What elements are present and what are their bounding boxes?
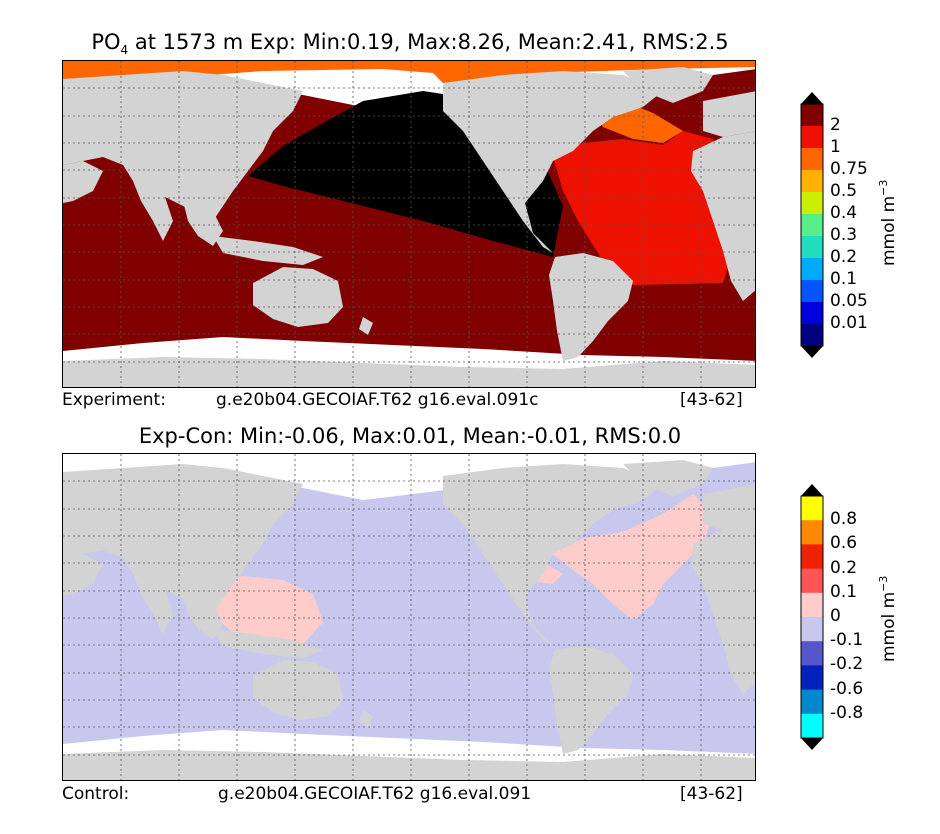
panel1-label-left: Experiment: — [62, 390, 166, 410]
land — [443, 464, 663, 646]
land — [691, 524, 755, 694]
colorbar-tick-label: -0.8 — [830, 702, 864, 723]
colorbar-swatch — [801, 568, 823, 594]
land — [63, 750, 755, 780]
panel2-colorbar — [800, 484, 830, 754]
colorbar-swatch — [801, 496, 823, 521]
land — [253, 660, 343, 720]
panel1-unit-label: mmol m−3 — [877, 179, 899, 267]
continents — [63, 460, 755, 780]
colorbar-tick-label: 0.1 — [830, 581, 858, 602]
difference-positive-area — [213, 576, 323, 650]
land — [133, 181, 173, 241]
colorbar-swatch — [801, 192, 823, 215]
land — [63, 464, 303, 614]
colorbar-swatch — [801, 302, 823, 325]
colorbar-tick-label: -0.6 — [830, 678, 864, 699]
colorbar-swatch — [801, 170, 823, 193]
experiment-arctic-water — [63, 61, 755, 83]
land — [253, 267, 343, 327]
land — [63, 357, 755, 387]
land — [443, 71, 663, 253]
difference-positive-area — [553, 494, 713, 620]
colorbar-swatch — [801, 665, 823, 691]
colorbar-tick-label: 0.75 — [830, 159, 868, 179]
land — [63, 71, 303, 221]
colorbar-swatch — [801, 520, 823, 545]
land — [691, 131, 755, 301]
difference-map-svg — [63, 454, 755, 780]
panel2-colorbar-svg — [800, 484, 824, 750]
land — [623, 460, 713, 496]
experiment-map-svg — [63, 61, 755, 387]
colorbar-swatch — [801, 713, 823, 739]
panel1-title: PO4 at 1573 m Exp: Min:0.19, Max:8.26, M… — [91, 30, 729, 58]
land — [703, 484, 755, 530]
panel2-title: Exp-Con: Min:-0.06, Max:0.01, Mean:-0.01… — [138, 424, 682, 448]
graticule — [63, 61, 755, 387]
land — [213, 236, 323, 265]
colorbar-tick-label: 0.8 — [830, 509, 858, 530]
land — [133, 574, 173, 634]
colorbar-tick-label: 0.05 — [830, 291, 868, 311]
colorbar-tick-label: -0.2 — [830, 654, 864, 675]
colorbar-over-triangle — [801, 92, 823, 104]
panel1-colorbar-svg — [800, 92, 824, 358]
colorbar-swatch — [801, 236, 823, 259]
colorbar-swatch — [801, 258, 823, 281]
colorbar-swatch — [801, 148, 823, 171]
panel2-label-left: Control: — [62, 784, 130, 804]
colorbar-swatch — [801, 214, 823, 237]
panel2-case-name: g.e20b04.GECOIAF.T62 g16.eval.091 — [218, 784, 532, 804]
panel2-unit-label: mmol m−3 — [877, 575, 899, 663]
colorbar-tick-label: 0.4 — [830, 203, 858, 223]
colorbar-tick-label: 0.1 — [830, 269, 858, 289]
colorbar-swatch — [801, 689, 823, 715]
land — [183, 201, 223, 246]
land — [213, 629, 323, 658]
land — [63, 161, 103, 203]
land — [359, 710, 373, 728]
colorbar-tick-label: 1 — [830, 137, 841, 157]
colorbar-swatch — [801, 280, 823, 303]
colorbar-swatch — [801, 641, 823, 666]
colorbar-swatch — [801, 324, 823, 347]
colorbar-tick-label: 0.2 — [830, 557, 858, 578]
colorbar-tick-label: 0.5 — [830, 181, 858, 201]
panel2-years: [43-62] — [680, 784, 743, 804]
panel1-years: [43-62] — [680, 390, 743, 410]
colorbar-tick-label: 0.2 — [830, 247, 858, 267]
land — [703, 91, 755, 137]
colorbar-tick-label: 0.01 — [830, 313, 868, 333]
land — [63, 554, 103, 596]
colorbar-tick-label: 2 — [830, 115, 841, 135]
colorbar-tick-label: -0.1 — [830, 630, 864, 651]
land — [359, 317, 373, 335]
colorbar-swatch — [801, 126, 823, 149]
colorbar-swatch — [801, 617, 823, 642]
land — [623, 67, 713, 103]
colorbar-swatch — [801, 592, 823, 618]
land — [183, 594, 223, 639]
panel1-case-name: g.e20b04.GECOIAF.T62 g16.eval.091c — [216, 390, 539, 410]
colorbar-under-triangle — [801, 346, 823, 358]
colorbar-swatch — [801, 544, 823, 570]
colorbar-tick-label: 0.3 — [830, 225, 858, 245]
difference-map — [62, 453, 756, 781]
colorbar-under-triangle — [801, 738, 823, 750]
panel1-colorbar — [800, 92, 830, 362]
colorbar-tick-label: 0.6 — [830, 533, 858, 554]
experiment-map — [62, 60, 756, 388]
graticule — [63, 454, 755, 780]
colorbar-over-triangle — [801, 484, 823, 496]
colorbar-tick-label: 0 — [830, 606, 841, 626]
colorbar-swatch — [801, 104, 823, 127]
